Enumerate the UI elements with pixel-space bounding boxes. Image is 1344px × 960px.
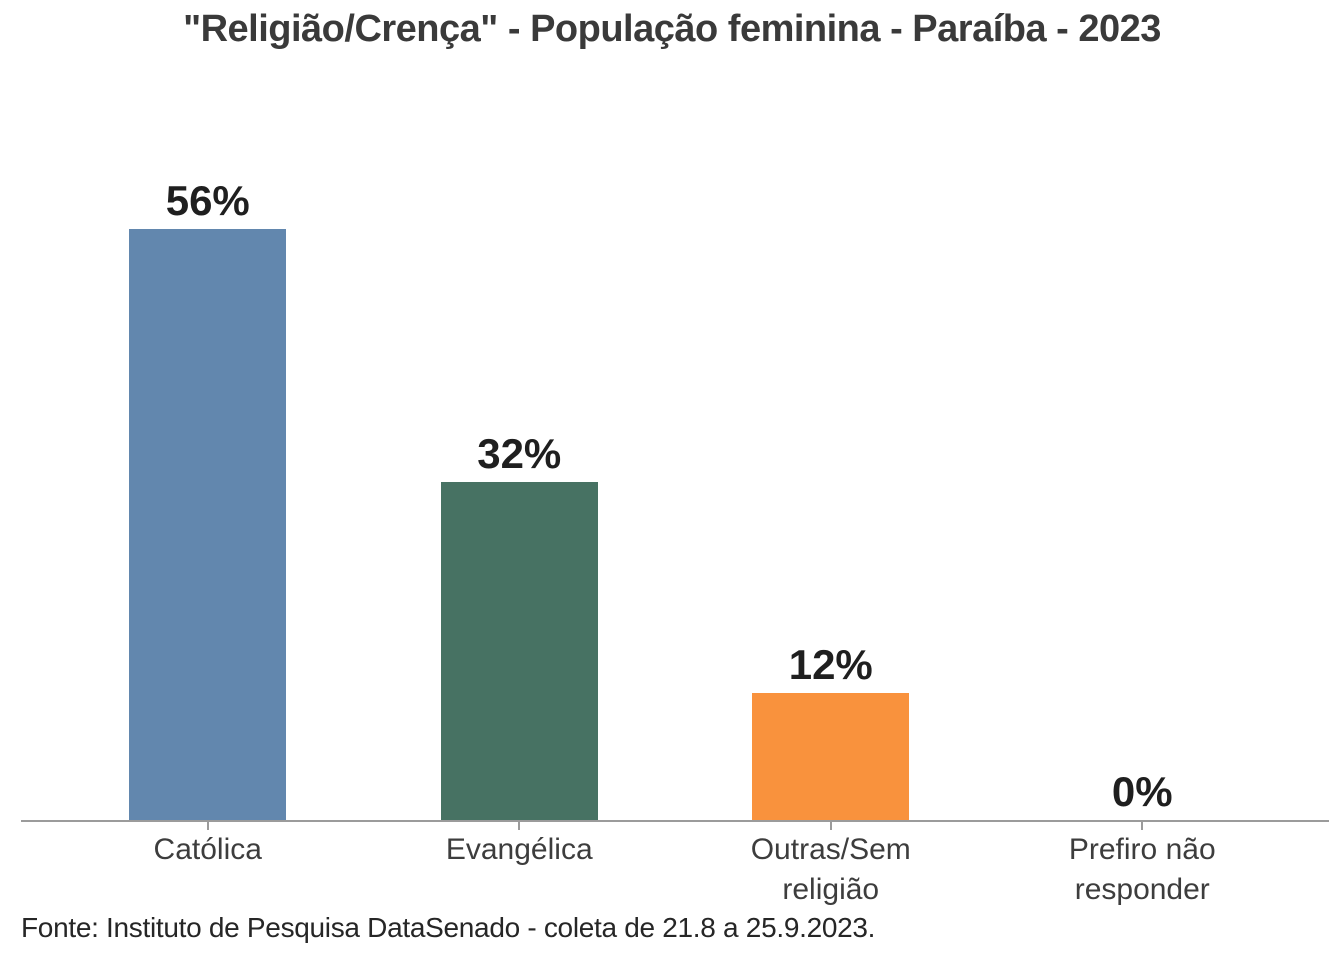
value-label-evangelica: 32% [477,430,562,477]
bar-column-outras: 12% [675,120,987,830]
x-label-catolica: Católica [153,833,262,866]
bar-column-evangelica: 32% [364,120,676,830]
bar-evangelica [440,482,598,820]
source-note: Fonte: Instituto de Pesquisa DataSenado … [21,912,876,943]
value-label-outras: 12% [788,641,873,688]
bar-column-prefiro-nao-responder: 0% [987,120,1299,830]
x-axis-labels: Católica Evangélica Outras/Sem religião … [52,830,1298,910]
value-label-catolica: 56% [165,177,250,224]
bar-outras [752,693,910,820]
plot-area: 56% 32% 12% 0% [21,120,1329,830]
value-label-prefiro-nao-responder: 0% [1111,768,1173,815]
x-label-prefiro-nao-responder: Prefiro não responder [1068,833,1216,906]
x-label-outras: Outras/Sem religião [750,833,911,906]
bar-column-catolica: 56% [52,120,364,830]
axis-tick [518,822,521,830]
bar-catolica [129,229,287,820]
x-label-evangelica: Evangélica [445,833,593,866]
axis-tick [206,822,209,830]
bar-columns: 56% 32% 12% 0% [21,120,1329,830]
axis-tick [1141,822,1144,830]
chart-title: "Religião/Crença" - População feminina -… [183,8,1161,50]
axis-tick [829,822,832,830]
